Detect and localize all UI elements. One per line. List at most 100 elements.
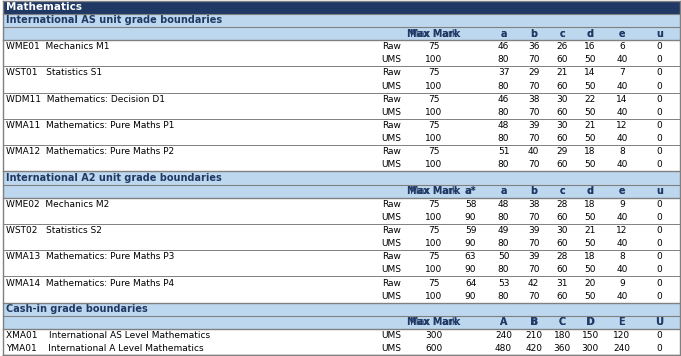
- Text: 40: 40: [616, 82, 627, 90]
- Text: a: a: [501, 28, 507, 38]
- Bar: [3, 172, 680, 184]
- Bar: [3, 27, 680, 40]
- Text: 0: 0: [656, 266, 663, 274]
- Text: 8: 8: [619, 147, 624, 156]
- Text: 29: 29: [556, 147, 568, 156]
- Text: 90: 90: [465, 239, 476, 248]
- Text: 80: 80: [498, 239, 509, 248]
- Text: 240: 240: [614, 344, 630, 353]
- Text: 22: 22: [584, 95, 596, 104]
- Text: 40: 40: [616, 213, 627, 222]
- Text: c: c: [559, 186, 565, 196]
- Text: 240: 240: [495, 331, 512, 340]
- Text: Raw: Raw: [382, 42, 400, 51]
- Text: WST02   Statistics S2: WST02 Statistics S2: [6, 226, 102, 235]
- Bar: [3, 119, 680, 132]
- Text: 75: 75: [428, 200, 439, 209]
- Text: 40: 40: [616, 108, 627, 117]
- Text: 180: 180: [554, 331, 571, 340]
- Text: 70: 70: [528, 82, 539, 90]
- Text: A: A: [500, 318, 507, 328]
- Text: 480: 480: [495, 344, 512, 353]
- Text: WMA11  Mathematics: Pure Maths P1: WMA11 Mathematics: Pure Maths P1: [6, 121, 174, 130]
- Text: 40: 40: [528, 147, 539, 156]
- Bar: [3, 184, 680, 198]
- Text: 36: 36: [528, 42, 539, 51]
- Text: c: c: [559, 28, 565, 38]
- Text: 48: 48: [498, 121, 509, 130]
- Text: 0: 0: [656, 68, 663, 78]
- Bar: [3, 316, 680, 329]
- Text: 90: 90: [465, 266, 476, 274]
- Text: 42: 42: [528, 278, 539, 288]
- Text: 75: 75: [428, 252, 439, 261]
- Text: d: d: [587, 186, 593, 196]
- Text: 75: 75: [428, 147, 439, 156]
- Text: 0: 0: [656, 252, 663, 261]
- Text: 50: 50: [584, 134, 596, 143]
- Text: D: D: [586, 318, 594, 328]
- Text: Raw: Raw: [382, 200, 400, 209]
- Text: 80: 80: [498, 82, 509, 90]
- Text: 0: 0: [656, 239, 663, 248]
- Text: D: D: [586, 318, 594, 328]
- Text: UMS: UMS: [381, 55, 401, 64]
- Text: c: c: [560, 186, 565, 196]
- Text: 21: 21: [584, 226, 596, 235]
- Text: 100: 100: [425, 134, 443, 143]
- Text: 40: 40: [616, 160, 627, 169]
- Text: 53: 53: [498, 278, 509, 288]
- Text: 50: 50: [584, 108, 596, 117]
- Text: 18: 18: [584, 200, 596, 209]
- Text: XMA01    International AS Level Mathematics: XMA01 International AS Level Mathematics: [6, 331, 210, 340]
- Text: B: B: [530, 318, 537, 328]
- Text: 0: 0: [656, 82, 663, 90]
- Text: e: e: [618, 28, 625, 38]
- Text: b: b: [530, 28, 537, 38]
- Text: 420: 420: [525, 344, 542, 353]
- Text: Mathematics: Mathematics: [6, 2, 82, 12]
- Text: UMS: UMS: [381, 82, 401, 90]
- Text: 0: 0: [656, 278, 663, 288]
- Text: International AS unit grade boundaries: International AS unit grade boundaries: [6, 15, 222, 25]
- Text: e: e: [618, 186, 625, 196]
- Text: 21: 21: [584, 121, 596, 130]
- Text: 39: 39: [528, 252, 539, 261]
- Text: 75: 75: [428, 95, 439, 104]
- Text: 30: 30: [556, 226, 568, 235]
- Text: Max Mark: Max Mark: [407, 28, 460, 38]
- Text: UMS: UMS: [381, 213, 401, 222]
- Text: 50: 50: [584, 82, 596, 90]
- Bar: [3, 93, 680, 106]
- Text: 300: 300: [582, 344, 599, 353]
- Text: 60: 60: [556, 108, 568, 117]
- Text: b: b: [530, 186, 537, 196]
- Text: 51: 51: [498, 147, 509, 156]
- Text: 50: 50: [584, 266, 596, 274]
- Text: 30: 30: [556, 121, 568, 130]
- Text: 0: 0: [656, 226, 663, 235]
- Text: Raw: Raw: [382, 252, 400, 261]
- Text: 28: 28: [556, 200, 568, 209]
- Text: 40: 40: [616, 292, 627, 301]
- Text: 14: 14: [616, 95, 627, 104]
- Bar: [3, 303, 680, 316]
- Text: 40: 40: [616, 266, 627, 274]
- Text: 49: 49: [498, 226, 509, 235]
- Text: 0: 0: [656, 95, 663, 104]
- Text: UMS: UMS: [381, 331, 401, 340]
- Text: YMA01    International A Level Mathematics: YMA01 International A Level Mathematics: [6, 344, 204, 353]
- Text: 50: 50: [584, 55, 596, 64]
- Text: C: C: [558, 318, 566, 328]
- Text: 360: 360: [554, 344, 571, 353]
- Text: 100: 100: [425, 82, 443, 90]
- Bar: [3, 158, 680, 172]
- Text: 90: 90: [465, 213, 476, 222]
- Text: 60: 60: [556, 266, 568, 274]
- Text: Max Mark: Max Mark: [407, 186, 460, 196]
- Text: WME01  Mechanics M1: WME01 Mechanics M1: [6, 42, 110, 51]
- Text: 50: 50: [584, 292, 596, 301]
- Text: WST01   Statistics S1: WST01 Statistics S1: [6, 68, 102, 78]
- Text: Raw: Raw: [382, 121, 400, 130]
- Text: 80: 80: [498, 134, 509, 143]
